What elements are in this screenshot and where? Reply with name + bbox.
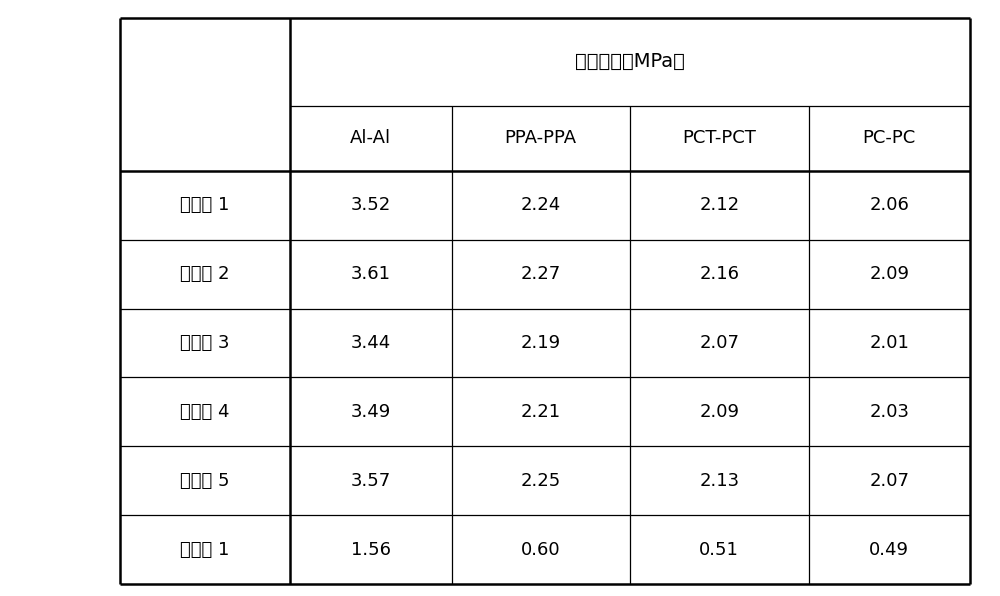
Text: 2.09: 2.09	[869, 265, 909, 283]
Text: 剪切强度（MPa）: 剪切强度（MPa）	[575, 52, 685, 72]
Text: 2.06: 2.06	[869, 196, 909, 214]
Text: 2.13: 2.13	[699, 472, 739, 490]
Text: 2.21: 2.21	[521, 403, 561, 421]
Text: 3.61: 3.61	[351, 265, 391, 283]
Text: 比较例 1: 比较例 1	[180, 541, 230, 558]
Text: 3.49: 3.49	[351, 403, 391, 421]
Text: 3.52: 3.52	[351, 196, 391, 214]
Text: 实施例 3: 实施例 3	[180, 334, 230, 352]
Text: 2.09: 2.09	[699, 403, 739, 421]
Text: 2.27: 2.27	[521, 265, 561, 283]
Text: 3.44: 3.44	[351, 334, 391, 352]
Text: 2.19: 2.19	[521, 334, 561, 352]
Text: 2.12: 2.12	[699, 196, 739, 214]
Text: 实施例 4: 实施例 4	[180, 403, 230, 421]
Text: 3.57: 3.57	[351, 472, 391, 490]
Text: 1.56: 1.56	[351, 541, 391, 558]
Text: 2.25: 2.25	[521, 472, 561, 490]
Text: 2.01: 2.01	[869, 334, 909, 352]
Text: 2.24: 2.24	[521, 196, 561, 214]
Text: PC-PC: PC-PC	[863, 129, 916, 147]
Text: Al-Al: Al-Al	[350, 129, 391, 147]
Text: 实施例 5: 实施例 5	[180, 472, 230, 490]
Text: 0.51: 0.51	[699, 541, 739, 558]
Text: 0.60: 0.60	[521, 541, 561, 558]
Text: 2.03: 2.03	[869, 403, 909, 421]
Text: 2.16: 2.16	[699, 265, 739, 283]
Text: 2.07: 2.07	[869, 472, 909, 490]
Text: 实施例 2: 实施例 2	[180, 265, 230, 283]
Text: 0.49: 0.49	[869, 541, 909, 558]
Text: 实施例 1: 实施例 1	[180, 196, 230, 214]
Text: PCT-PCT: PCT-PCT	[682, 129, 756, 147]
Text: 2.07: 2.07	[699, 334, 739, 352]
Text: PPA-PPA: PPA-PPA	[505, 129, 577, 147]
